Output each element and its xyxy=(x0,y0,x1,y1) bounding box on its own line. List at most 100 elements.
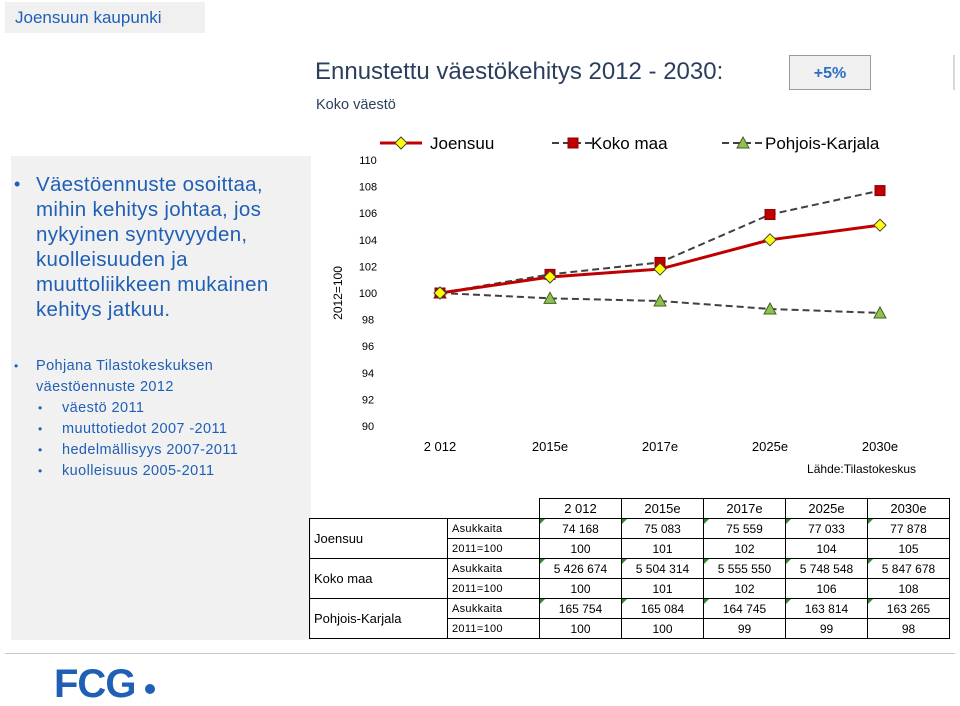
value-cell: 104 xyxy=(785,538,868,559)
series-point-0 xyxy=(653,262,667,276)
source-lead: Pohjana Tilastokeskuksen väestöennuste 2… xyxy=(14,356,309,398)
series-point-2 xyxy=(653,293,667,307)
series-point-1 xyxy=(874,185,886,197)
legend-marker xyxy=(567,137,579,149)
legend-marker xyxy=(736,135,750,149)
metric-cell: Asukkaita xyxy=(447,518,540,539)
chart-subtitle: Koko väestö xyxy=(316,97,396,113)
value-cell: 5 555 550 xyxy=(703,558,786,579)
population-table: 2 012 2015e 2017e 2025e 2030e Joensuu As… xyxy=(309,498,950,639)
series-point-1 xyxy=(764,209,776,221)
value-cell: 108 xyxy=(867,578,950,599)
table-header-cell: 2030e xyxy=(867,498,950,519)
value-cell: 165 754 xyxy=(539,598,622,619)
growth-badge: +5% xyxy=(789,55,871,90)
x-tick-label: 2 012 xyxy=(424,439,457,454)
logo-dot xyxy=(145,684,155,694)
value-cell: 5 748 548 xyxy=(785,558,868,579)
source-item: väestö 2011 xyxy=(14,398,309,419)
chart-source: Lähde:Tilastokeskus xyxy=(807,462,916,476)
series-point-0 xyxy=(763,233,777,247)
x-tick-label: 2025e xyxy=(752,439,788,454)
population-line-chart: 90 92 94 96 98 100 102 104 106 108 110 2012=100. 2 0… xyxy=(331,134,916,476)
y-tick-label: 106 xyxy=(359,208,377,220)
legend-label: Pohjois-Karjala xyxy=(765,134,880,153)
y-tick-label: 94 xyxy=(362,368,374,380)
metric-cell: Asukkaita xyxy=(447,598,540,619)
y-tick-label: 90 xyxy=(362,421,374,433)
region-cell: Koko maa xyxy=(309,558,448,599)
value-cell: 105 xyxy=(867,538,950,559)
source-bullets: Pohjana Tilastokeskuksen väestöennuste 2… xyxy=(14,356,309,482)
value-cell: 100 xyxy=(539,538,622,559)
metric-cell: 2011=100 xyxy=(447,538,540,559)
fcg-logo: FCG xyxy=(54,662,136,706)
value-cell: 101 xyxy=(621,578,704,599)
series-point-2 xyxy=(543,291,557,304)
value-cell: 75 083 xyxy=(621,518,704,539)
series-point-0 xyxy=(873,218,887,232)
value-cell: 101 xyxy=(621,538,704,559)
value-cell: 163 814 xyxy=(785,598,868,619)
y-axis-label: 2012=100 xyxy=(331,266,345,320)
city-header: Joensuun kaupunki xyxy=(5,2,205,33)
page-title: Ennustettu väestökehitys 2012 - 2030: xyxy=(315,58,724,85)
value-cell: 106 xyxy=(785,578,868,599)
edge-divider xyxy=(953,55,955,90)
y-tick-label: 96 xyxy=(362,341,374,353)
y-tick-label: 108 xyxy=(359,182,377,194)
source-item: kuolleisuus 2005-2011 xyxy=(14,461,309,482)
value-cell: 98 xyxy=(867,618,950,639)
table-row: 2011=100 100 100 99 99 98 xyxy=(310,618,950,639)
legend-label: Koko maa xyxy=(591,134,668,153)
region-cell: Pohjois-Karjala xyxy=(309,598,448,639)
value-cell: 74 168 xyxy=(539,518,622,539)
table-corner xyxy=(310,499,540,519)
y-tick-label: 92 xyxy=(362,394,374,406)
value-cell: 5 504 314 xyxy=(621,558,704,579)
table-row: Pohjois-Karjala Asukkaita 165 754 165 08… xyxy=(309,598,950,639)
y-tick-label: 100 xyxy=(359,288,377,300)
source-item: hedelmällisyys 2007-2011 xyxy=(14,440,309,461)
value-cell: 99 xyxy=(703,618,786,639)
table-row: Koko maa Asukkaita 5 426 674 5 504 314 5… xyxy=(309,558,950,599)
source-sub-list: väestö 2011 muuttotiedot 2007 -2011 hede… xyxy=(14,398,309,482)
table-header-row: 2 012 2015e 2017e 2025e 2030e xyxy=(310,498,950,519)
table-row: 2011=100 100 101 102 106 108 xyxy=(310,578,950,599)
value-cell: 100 xyxy=(539,618,622,639)
value-cell: 163 265 xyxy=(867,598,950,619)
main-bullet: Väestöennuste osoittaa, mihin kehitys jo… xyxy=(14,172,309,322)
value-cell: 77 878 xyxy=(867,518,950,539)
footer-divider xyxy=(5,653,955,654)
series-point-0 xyxy=(543,270,557,284)
value-cell: 102 xyxy=(703,578,786,599)
value-cell: 164 745 xyxy=(703,598,786,619)
value-cell: 102 xyxy=(703,538,786,559)
metric-cell: 2011=100 xyxy=(447,578,540,599)
main-bullet-list: Väestöennuste osoittaa, mihin kehitys jo… xyxy=(14,172,309,322)
legend-marker xyxy=(394,136,408,150)
value-cell: 5 426 674 xyxy=(539,558,622,579)
source-item: muuttotiedot 2007 -2011 xyxy=(14,419,309,440)
metric-cell: Asukkaita xyxy=(447,558,540,579)
x-tick-label: 2030e xyxy=(862,439,898,454)
table-header-cell: 2017e xyxy=(703,498,786,519)
value-cell: 75 559 xyxy=(703,518,786,539)
x-tick-label: 2015e xyxy=(532,439,568,454)
y-tick-label: 110 xyxy=(359,155,377,167)
value-cell: 99 xyxy=(785,618,868,639)
value-cell: 100 xyxy=(539,578,622,599)
table-header-cell: 2025e xyxy=(785,498,868,519)
table-header-cell: 2 012 xyxy=(539,498,622,519)
value-cell: 100 xyxy=(621,618,704,639)
table-row: Joensuu Asukkaita 74 168 75 083 75 559 7… xyxy=(309,518,950,559)
series-point-2 xyxy=(763,301,777,315)
y-tick-label: 102 xyxy=(359,261,377,273)
y-tick-label: 98 xyxy=(362,315,374,327)
metric-cell: 2011=100 xyxy=(447,618,540,639)
y-axis-label-dot: . xyxy=(339,259,342,273)
series-point-2 xyxy=(873,305,887,319)
value-cell: 77 033 xyxy=(785,518,868,539)
y-tick-label: 104 xyxy=(359,235,377,247)
series-point-0 xyxy=(433,286,447,300)
